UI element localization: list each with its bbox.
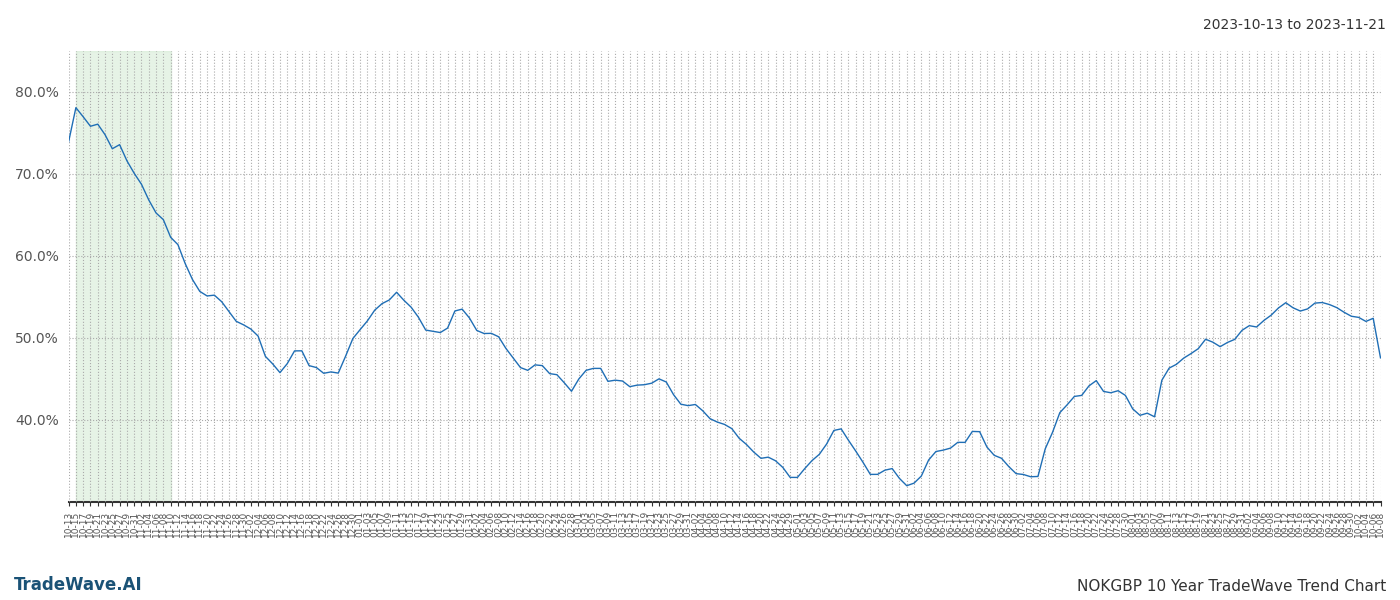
Text: 2023-10-13 to 2023-11-21: 2023-10-13 to 2023-11-21 [1203, 18, 1386, 32]
Bar [76, 51, 171, 502]
Text: TradeWave.AI: TradeWave.AI [14, 576, 143, 594]
Text: NOKGBP 10 Year TradeWave Trend Chart: NOKGBP 10 Year TradeWave Trend Chart [1077, 579, 1386, 594]
